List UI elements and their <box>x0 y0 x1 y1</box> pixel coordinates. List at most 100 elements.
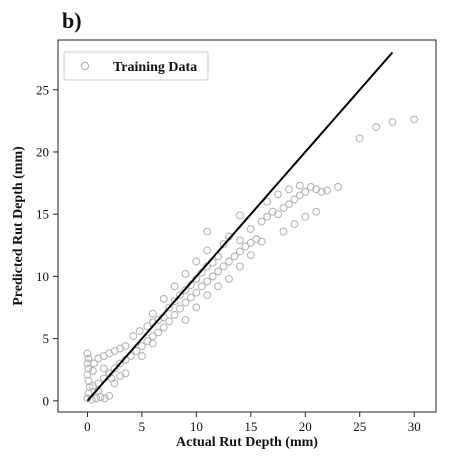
data-point <box>263 197 272 206</box>
data-point <box>192 257 201 266</box>
data-point <box>154 328 163 337</box>
data-point <box>263 212 272 221</box>
data-point <box>148 332 157 341</box>
x-axis-label: Actual Rut Depth (mm) <box>176 435 318 450</box>
data-point <box>135 327 144 336</box>
y-tick-label: 10 <box>36 269 49 284</box>
data-point <box>99 364 108 373</box>
data-point <box>165 303 174 312</box>
data-point <box>301 212 310 221</box>
y-tick-label: 0 <box>43 393 50 408</box>
data-point <box>88 366 97 375</box>
data-point <box>132 347 141 355</box>
data-point <box>279 227 288 236</box>
data-point <box>92 394 101 403</box>
data-point <box>181 269 190 278</box>
x-axis-ticks: 0 5 10 15 20 25 30 <box>84 412 421 434</box>
data-point <box>235 236 244 245</box>
data-point <box>214 282 223 291</box>
y-tick-label: 20 <box>36 144 49 159</box>
data-point <box>203 246 212 255</box>
y-tick-label: 25 <box>36 82 49 97</box>
data-point <box>355 134 364 143</box>
data-point <box>235 247 244 256</box>
data-point <box>176 291 184 300</box>
x-tick-label: 15 <box>244 419 257 434</box>
data-point <box>181 298 190 307</box>
data-point <box>279 204 288 212</box>
data-point <box>334 182 342 191</box>
data-point <box>410 115 419 124</box>
data-point <box>230 252 239 261</box>
data-point <box>214 267 223 276</box>
data-point <box>137 352 146 360</box>
data-point <box>159 323 168 332</box>
x-tick-label: 5 <box>139 419 146 434</box>
data-point <box>137 342 146 351</box>
data-point <box>208 272 217 281</box>
data-point <box>170 311 179 319</box>
data-point <box>176 304 184 313</box>
data-point <box>197 282 206 291</box>
x-tick-label: 10 <box>190 419 203 434</box>
y-tick-label: 15 <box>36 207 49 222</box>
data-point <box>203 291 212 300</box>
data-point <box>192 288 201 297</box>
data-point <box>84 354 93 363</box>
data-point <box>388 118 397 127</box>
data-point <box>110 379 119 388</box>
data-point <box>148 339 157 348</box>
data-point <box>257 217 266 226</box>
data-point <box>295 191 304 200</box>
data-point <box>219 262 228 271</box>
data-point <box>312 207 321 216</box>
data-point <box>203 277 212 286</box>
data-point <box>116 371 125 380</box>
data-point <box>89 359 98 368</box>
plot-area: 0 5 10 15 20 25 30 0 5 10 15 20 25 <box>36 39 437 434</box>
data-point <box>219 240 228 248</box>
data-point <box>290 195 299 204</box>
data-point <box>317 187 326 196</box>
x-tick-label: 25 <box>353 419 366 434</box>
data-point <box>323 186 332 195</box>
data-point <box>143 322 152 331</box>
data-point <box>159 294 168 303</box>
data-point <box>257 237 266 246</box>
panel-label: b) <box>62 8 82 33</box>
data-point <box>284 200 293 209</box>
data-point <box>246 251 255 260</box>
x-tick-label: 0 <box>84 419 91 434</box>
data-points <box>83 115 419 404</box>
legend-marker <box>80 61 90 71</box>
data-point <box>246 238 255 247</box>
data-point <box>110 364 119 373</box>
data-point <box>235 211 244 220</box>
data-point <box>225 257 233 266</box>
data-point <box>148 309 157 318</box>
data-point <box>181 315 190 324</box>
data-point <box>186 293 195 302</box>
legend: Training Data <box>63 51 209 81</box>
data-point <box>246 225 255 234</box>
data-point <box>241 242 250 251</box>
data-point <box>83 349 92 358</box>
y-tick-label: 5 <box>43 331 50 346</box>
data-point <box>235 262 244 271</box>
identity-line <box>86 51 394 402</box>
plot-frame <box>57 39 437 413</box>
data-point <box>181 286 190 295</box>
data-point <box>121 342 130 351</box>
data-point <box>372 123 381 132</box>
data-point <box>100 394 109 403</box>
data-point <box>290 220 299 229</box>
legend-box <box>63 51 209 81</box>
data-point <box>116 359 125 368</box>
data-point <box>192 303 201 312</box>
y-axis-ticks: 0 5 10 15 20 25 <box>36 82 58 408</box>
data-point <box>301 187 310 196</box>
data-point <box>170 282 179 291</box>
data-point <box>225 274 233 283</box>
data-point <box>203 227 212 236</box>
